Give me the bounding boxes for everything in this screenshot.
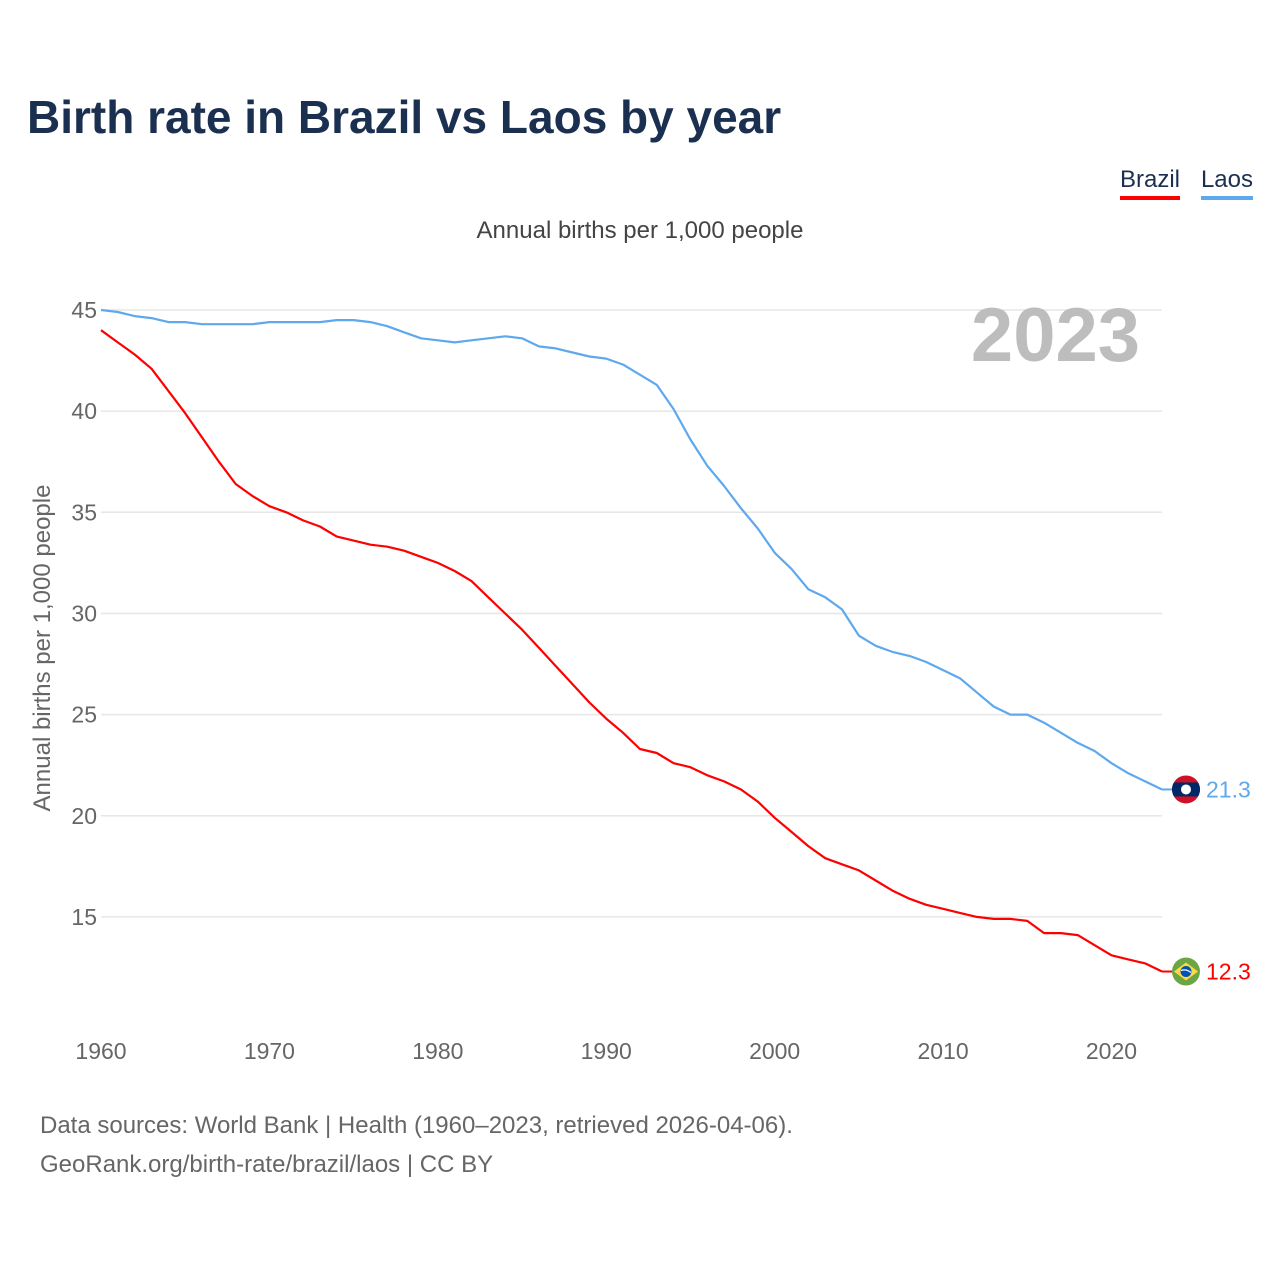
brazil-flag-icon [1172,957,1200,986]
y-axis-label: Annual births per 1,000 people [29,485,56,812]
x-tick-label: 1970 [244,1038,295,1064]
end-value-label: 12.3 [1206,959,1251,985]
flag-moon [1181,784,1191,795]
end-value-label: 21.3 [1206,776,1251,802]
x-tick-label: 2000 [749,1038,800,1064]
laos-flag-icon [1172,775,1200,804]
y-tick-label: 45 [71,297,97,323]
chart-subtitle: Annual births per 1,000 people [476,217,804,244]
flag-band [1180,969,1192,973]
x-tick-label: 2020 [1086,1038,1137,1064]
flag-body [1172,957,1200,986]
y-tick-label: 35 [71,499,97,525]
legend-item-brazil[interactable]: Brazil [1119,166,1180,200]
y-tick-label: 20 [71,803,97,829]
legend-item-laos[interactable]: Laos [1200,166,1253,200]
x-tick-label: 1990 [581,1038,632,1064]
source-line: Data sources: World Bank | Health (1960–… [40,1112,793,1139]
y-tick-label: 40 [71,398,97,424]
x-tick-label: 1980 [412,1038,463,1064]
x-tick-label: 2010 [917,1038,968,1064]
chart-title: Birth rate in Brazil vs Laos by year [27,91,782,143]
x-tick-label: 1960 [75,1038,126,1064]
flag-body [1172,775,1200,804]
y-tick-label: 25 [71,702,97,728]
y-tick-label: 15 [71,904,97,930]
flag-globe [1180,966,1192,978]
source-note: Data sources: World Bank | Health (1960–… [40,1106,793,1184]
series-line-brazil [100,329,1163,973]
series-line-laos [100,308,1163,791]
source-url[interactable]: GeoRank.org/birth-rate/brazil/laos | CC … [40,1151,494,1178]
year-watermark: 2023 [970,293,1140,378]
y-tick-label: 30 [71,600,97,626]
